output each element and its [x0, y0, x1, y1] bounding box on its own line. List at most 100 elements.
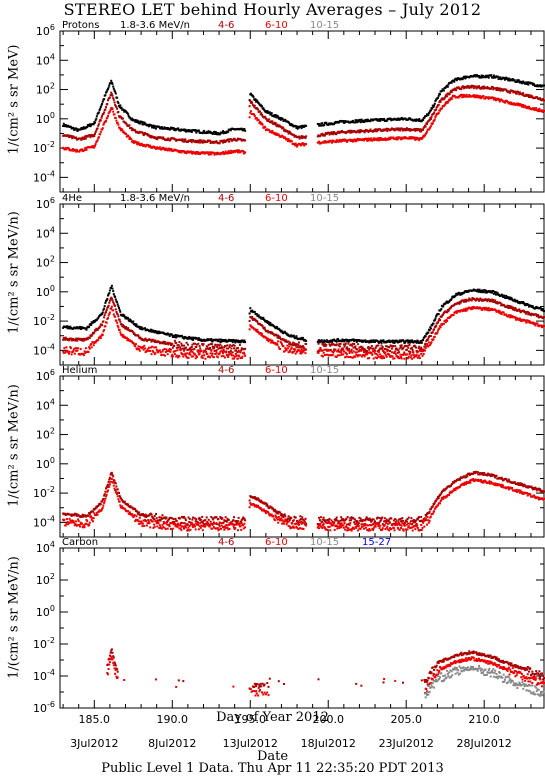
data-point	[317, 351, 320, 354]
data-point	[166, 127, 169, 129]
data-point	[73, 514, 76, 517]
data-point	[199, 141, 202, 144]
data-point	[346, 140, 349, 143]
data-point	[183, 128, 185, 131]
data-point	[83, 149, 86, 152]
data-point	[148, 134, 151, 137]
data-point	[142, 121, 144, 124]
data-point	[118, 328, 121, 331]
data-point	[231, 344, 234, 347]
data-point	[281, 330, 284, 333]
data-point	[264, 110, 267, 113]
data-point	[143, 121, 146, 124]
data-point	[526, 311, 529, 313]
data-point	[92, 341, 94, 344]
data-point	[186, 523, 189, 526]
data-point	[320, 339, 323, 342]
data-point	[199, 518, 202, 521]
data-point	[172, 518, 175, 521]
data-point	[84, 147, 87, 150]
data-point	[216, 339, 219, 342]
data-point	[95, 506, 98, 509]
data-point	[509, 296, 512, 299]
data-point	[540, 324, 543, 327]
data-point	[398, 351, 401, 354]
data-point	[103, 329, 106, 331]
data-point	[507, 79, 510, 82]
data-point	[384, 137, 387, 140]
data-point	[346, 348, 349, 350]
data-point	[118, 492, 120, 494]
data-point	[137, 141, 140, 144]
data-point	[216, 523, 219, 526]
data-point	[320, 349, 323, 352]
data-point	[111, 299, 114, 302]
data-point	[422, 135, 425, 138]
data-point	[407, 350, 410, 353]
data-point	[129, 116, 131, 119]
data-point	[256, 498, 259, 501]
data-point	[379, 128, 382, 131]
data-point	[229, 350, 232, 352]
data-point	[259, 501, 262, 504]
data-point	[215, 351, 218, 354]
data-point	[196, 337, 199, 340]
data-point	[105, 487, 107, 490]
data-point	[84, 347, 87, 350]
data-point	[295, 346, 298, 349]
data-point	[261, 115, 264, 118]
data-point	[518, 319, 521, 322]
data-point	[490, 74, 493, 77]
data-point	[406, 344, 409, 347]
data-point	[117, 326, 120, 329]
data-point	[377, 137, 380, 140]
data-point	[134, 343, 137, 346]
data-point	[159, 351, 162, 354]
data-point	[69, 337, 72, 340]
data-point	[170, 516, 172, 519]
data-point	[299, 345, 302, 348]
data-point	[525, 321, 528, 324]
data-point	[236, 340, 239, 343]
data-point	[444, 96, 447, 99]
data-point	[256, 320, 259, 323]
data-point	[205, 130, 208, 133]
data-point	[234, 355, 237, 358]
data-point	[329, 132, 332, 135]
legend-entry: 4-6	[218, 365, 234, 376]
data-point	[101, 313, 104, 316]
data-point	[450, 91, 453, 94]
data-point	[96, 139, 99, 142]
data-point	[484, 291, 487, 294]
data-point	[162, 147, 165, 149]
data-point	[223, 350, 226, 353]
data-point	[388, 339, 391, 342]
data-point	[221, 152, 224, 155]
data-point	[422, 128, 425, 131]
data-point	[459, 293, 462, 296]
data-point	[346, 346, 349, 349]
data-point	[154, 125, 157, 128]
data-point	[402, 129, 405, 132]
data-point	[481, 85, 484, 88]
data-point	[231, 139, 234, 142]
data-point	[415, 119, 417, 122]
data-point	[212, 132, 215, 135]
data-point	[400, 356, 402, 358]
data-point	[274, 122, 277, 124]
data-point	[392, 341, 395, 344]
data-point	[103, 314, 106, 317]
data-point	[476, 96, 479, 99]
data-point	[476, 288, 479, 291]
data-point	[322, 518, 324, 521]
data-point	[325, 348, 328, 351]
data-point	[353, 355, 356, 358]
data-point	[416, 340, 419, 343]
data-point	[212, 141, 215, 144]
data-point	[538, 107, 541, 110]
data-point	[492, 88, 495, 91]
data-point	[481, 289, 484, 292]
data-point	[151, 515, 154, 518]
data-point	[138, 349, 141, 352]
data-point	[213, 350, 216, 352]
